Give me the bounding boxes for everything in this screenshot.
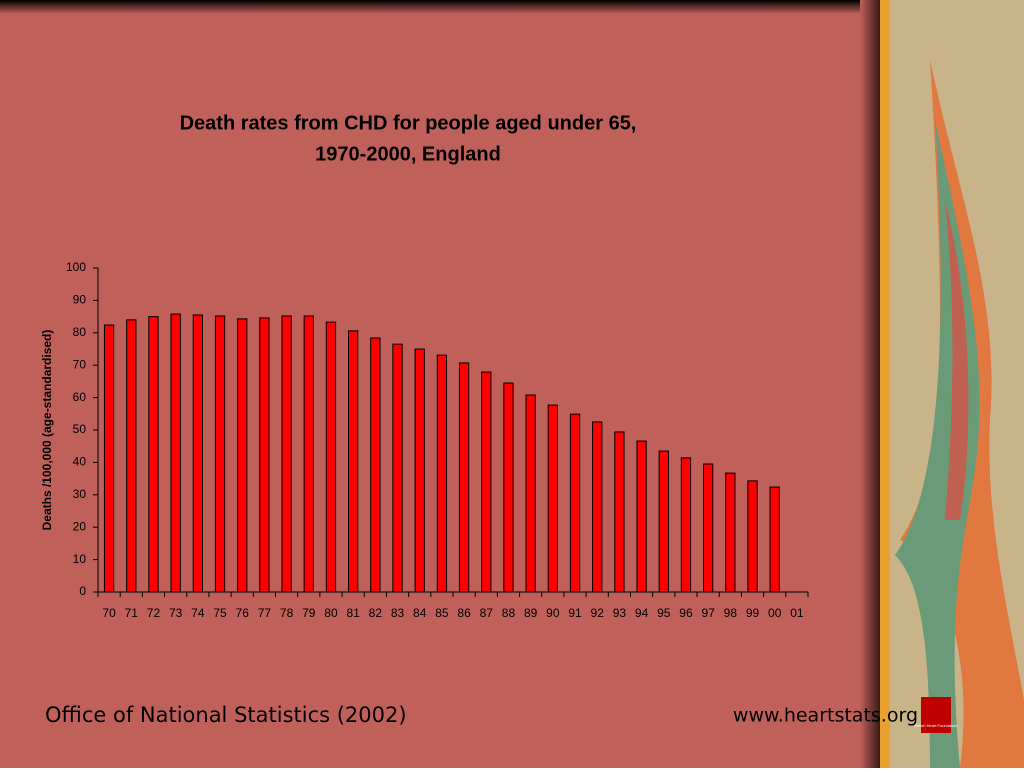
y-tick-label: 30 [73, 487, 87, 501]
x-tick-label: 87 [480, 606, 494, 620]
x-tick-label: 90 [546, 606, 560, 620]
x-tick-label: 88 [502, 606, 516, 620]
x-tick-label: 89 [524, 606, 538, 620]
bar [658, 450, 669, 593]
x-tick-label: 98 [724, 606, 738, 620]
bar [148, 316, 159, 593]
x-tick-label: 77 [258, 606, 272, 620]
x-tick-label: 01 [790, 606, 804, 620]
bar [458, 362, 470, 593]
x-tick-label: 94 [635, 606, 649, 620]
x-tick-label: 72 [147, 606, 161, 620]
x-tick-label: 76 [236, 606, 250, 620]
chart-title: 1970-2000, England [315, 143, 501, 165]
bar [702, 463, 714, 593]
bar [347, 330, 359, 593]
x-tick-label: 73 [169, 606, 183, 620]
bar [370, 337, 381, 593]
y-tick-label: 0 [79, 584, 86, 598]
bar [392, 343, 403, 593]
bar [547, 404, 559, 593]
bar [214, 315, 226, 593]
x-tick-label: 86 [457, 606, 471, 620]
bar [126, 319, 137, 593]
x-tick-label: 84 [413, 606, 427, 620]
y-tick-label: 60 [73, 390, 87, 404]
bar [569, 413, 581, 593]
x-tick-label: 99 [746, 606, 760, 620]
bar [414, 348, 425, 593]
x-tick-label: 82 [369, 606, 383, 620]
x-tick-label: 81 [346, 606, 360, 620]
bar [614, 431, 625, 593]
bar [259, 317, 270, 593]
x-tick-label: 95 [657, 606, 671, 620]
y-tick-label: 10 [73, 552, 87, 566]
x-tick-label: 75 [213, 606, 227, 620]
decor-panel [880, 0, 1024, 768]
x-tick-label: 83 [391, 606, 405, 620]
bar [680, 457, 692, 593]
x-tick-label: 85 [435, 606, 449, 620]
bar [725, 472, 736, 593]
x-tick-label: 71 [125, 606, 139, 620]
bar [592, 421, 603, 593]
x-tick-label: 00 [768, 606, 782, 620]
bar [170, 313, 181, 593]
x-tick-label: 92 [591, 606, 605, 620]
x-tick-label: 78 [280, 606, 294, 620]
source-text: Office of National Statistics (2002) [45, 703, 407, 727]
bar [192, 314, 204, 593]
bar [747, 480, 758, 593]
bar [303, 315, 314, 593]
bar [436, 354, 448, 593]
bar [503, 382, 514, 593]
bar [481, 371, 492, 593]
x-tick-label: 97 [701, 606, 715, 620]
x-tick-label: 93 [613, 606, 627, 620]
y-tick-label: 20 [73, 519, 87, 533]
edge-shade [860, 0, 882, 768]
bar [103, 324, 115, 593]
x-tick-label: 70 [102, 606, 116, 620]
y-tick-label: 40 [73, 455, 87, 469]
top-shade [0, 0, 880, 14]
y-tick-label: 100 [66, 260, 86, 274]
bar [237, 318, 248, 593]
y-tick-label: 80 [73, 325, 87, 339]
chart-title: Death rates from CHD for people aged und… [180, 112, 637, 134]
logo-box [921, 697, 951, 733]
bar [281, 315, 292, 593]
y-tick-label: 90 [73, 293, 87, 307]
logo-text: British Heart Foundation [914, 723, 957, 728]
bar [769, 486, 780, 593]
y-tick-label: 50 [73, 422, 87, 436]
y-tick-label: 70 [73, 357, 87, 371]
bar [325, 321, 337, 593]
bar [525, 394, 536, 593]
bar [636, 440, 647, 593]
y-axis-label: Deaths /100,000 (age-standardised) [40, 330, 54, 531]
x-tick-label: 80 [324, 606, 338, 620]
website-text: www.heartstats.org [733, 705, 918, 727]
x-tick-label: 96 [679, 606, 693, 620]
x-tick-label: 79 [302, 606, 316, 620]
x-tick-label: 91 [568, 606, 582, 620]
x-tick-label: 74 [191, 606, 205, 620]
